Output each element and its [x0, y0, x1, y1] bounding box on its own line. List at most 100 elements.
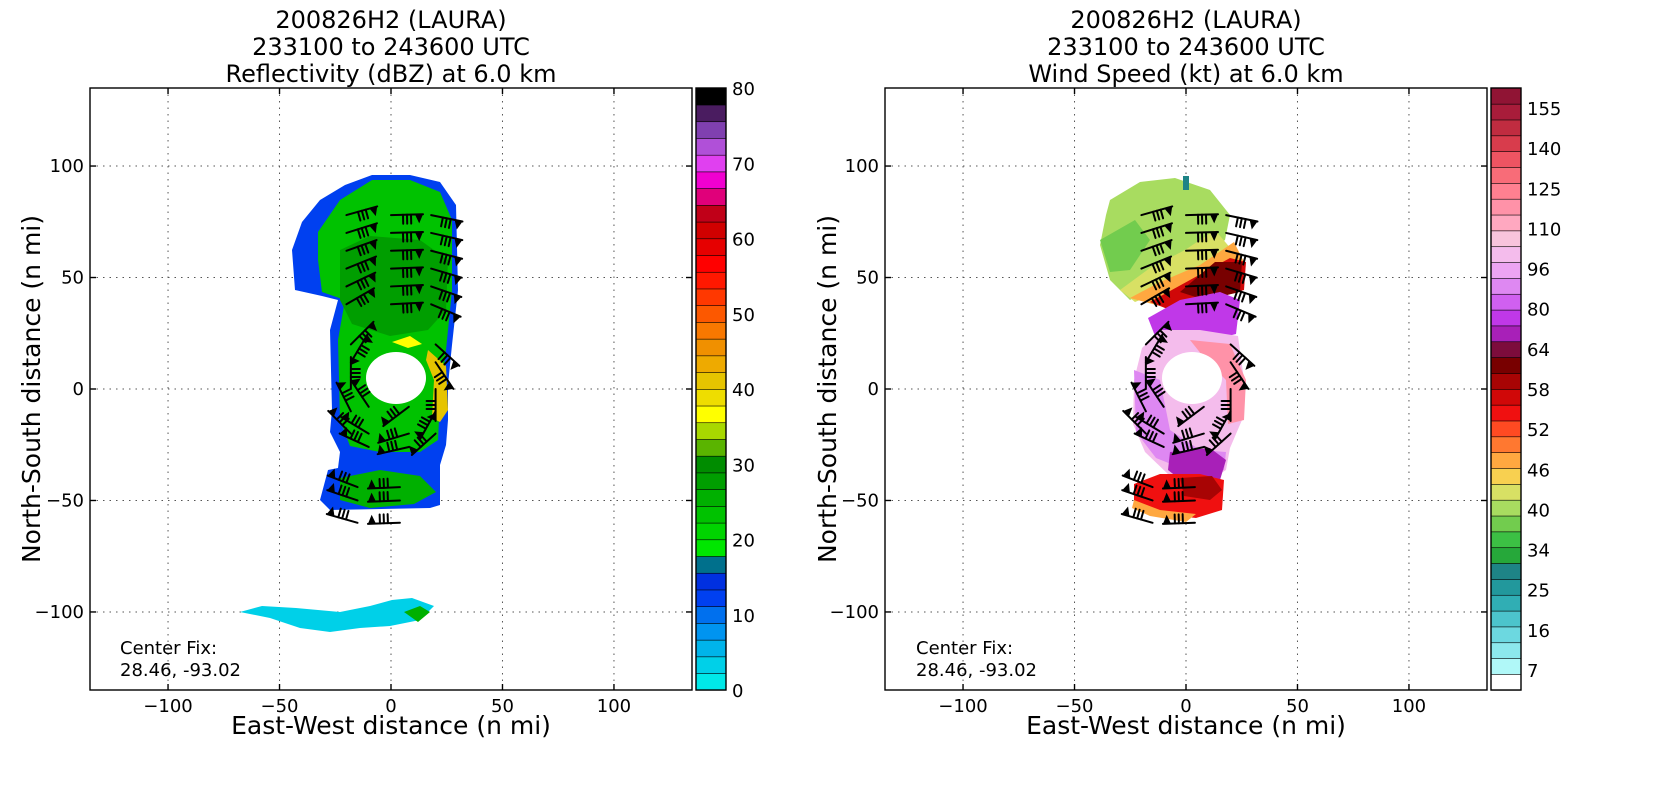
windspeed-wind-barb-feather — [1148, 431, 1154, 442]
windspeed-colorbar-swatch — [1490, 309, 1522, 327]
windspeed-colorbar-swatch — [1490, 420, 1522, 438]
reflectivity-wind-barb-feather — [437, 307, 444, 319]
reflectivity-colorbar-swatch — [695, 656, 727, 674]
reflectivity-wind-barb-feather — [341, 485, 347, 497]
windspeed-x-tick-label: −50 — [1056, 696, 1094, 717]
windspeed-wind-barb-feather — [1136, 485, 1142, 497]
windspeed-colorbar-swatch — [1490, 610, 1522, 628]
reflectivity-wind-barb-feather — [356, 210, 362, 222]
windspeed-wind-barb-pennant — [1136, 411, 1145, 422]
reflectivity-wind-barb-feather — [363, 276, 370, 287]
reflectivity-field — [240, 175, 458, 632]
windspeed-colorbar-swatch — [1490, 214, 1522, 232]
windspeed-wind-barb-feather — [1132, 470, 1139, 481]
windspeed-wind-barb-feather — [1151, 432, 1158, 443]
windspeed-y-tick-label: 50 — [856, 268, 879, 289]
windspeed-x-tick-label: 0 — [1180, 696, 1191, 717]
reflectivity-y-tick-label: 50 — [61, 268, 84, 289]
reflectivity-wind-barb-feather — [439, 271, 444, 282]
reflectivity-colorbar-tick-label: 10 — [732, 606, 755, 627]
reflectivity-colorbar-swatch — [695, 254, 727, 273]
windspeed-wind-barb-pennant — [1209, 249, 1218, 259]
reflectivity-wind-barb-feather — [350, 414, 358, 425]
reflectivity-title-line1: 200826H2 (LAURA) — [275, 6, 506, 34]
reflectivity-wind-barb-pennant — [367, 288, 376, 299]
reflectivity-wind-barb-pennant — [408, 445, 418, 455]
reflectivity-wind-barb-pennant — [454, 219, 463, 230]
reflectivity-grid — [90, 88, 692, 690]
windspeed-wind-barb-feather — [1234, 271, 1239, 282]
reflectivity-wind-barb-pennant — [367, 479, 376, 489]
windspeed-wind-barb-feather — [1208, 439, 1217, 448]
reflectivity-wind-barb-feather — [443, 253, 448, 265]
windspeed-region-north-teal — [1183, 176, 1189, 190]
reflectivity-wind-barbs — [325, 205, 464, 525]
reflectivity-x-tick-label: −50 — [261, 696, 299, 717]
windspeed-wind-barb-feather — [1189, 439, 1194, 451]
reflectivity-colorbar-swatch — [695, 371, 727, 390]
windspeed-wind-barb-feather — [1153, 387, 1164, 395]
windspeed-wind-barb-feather — [1145, 414, 1153, 425]
windspeed-colorbar-swatch — [1490, 515, 1522, 533]
windspeed-wind-barb-feather — [1153, 347, 1163, 355]
reflectivity-wind-barb-feather — [337, 470, 344, 481]
reflectivity-wind-barb-feather — [345, 487, 351, 498]
windspeed-colorbar-swatch — [1490, 594, 1522, 612]
windspeed-wind-barb-feather — [1144, 429, 1151, 440]
windspeed-wind-barb-feather — [1213, 419, 1224, 427]
windspeed-wind-barb-feather — [1132, 484, 1138, 496]
windspeed-wind-barb-feather — [1155, 209, 1161, 221]
reflectivity-wind-barb-feather — [443, 217, 448, 229]
reflectivity-colorbar-swatch — [695, 338, 727, 357]
windspeed-colorbar-tick-label: 140 — [1527, 139, 1561, 160]
windspeed-wind-barb-feather — [1241, 292, 1247, 303]
windspeed-colorbar-tick-label: 64 — [1527, 340, 1550, 361]
reflectivity-wind-barb-feather — [356, 228, 362, 239]
windspeed-wind-barb-pennant — [1123, 407, 1133, 417]
windspeed-colorbar-swatch — [1490, 230, 1522, 248]
windspeed-y-tick-label: −100 — [830, 602, 879, 623]
windspeed-wind-barb-feather — [1184, 408, 1193, 418]
reflectivity-wind-barb-feather — [440, 216, 444, 228]
windspeed-wind-barb-pennant — [1249, 256, 1258, 267]
reflectivity-wind-barb-feather — [446, 273, 452, 284]
reflectivity-center-fix-label: Center Fix: — [120, 638, 217, 659]
reflectivity-colorbar-swatch — [695, 539, 727, 557]
reflectivity-wind-barb-feather — [442, 290, 448, 302]
reflectivity-wind-barb-feather — [360, 227, 366, 238]
windspeed-wind-barb-pennant — [1163, 256, 1172, 267]
reflectivity-wind-barb-pennant — [326, 506, 335, 517]
windspeed-wind-barb-feather — [1154, 295, 1161, 306]
windspeed-wind-barb-pennant — [1164, 240, 1172, 250]
reflectivity-colorbar-frame — [695, 87, 727, 691]
windspeed-wind-barb-feather — [1152, 418, 1160, 429]
reflectivity-wind-barb-feather — [360, 244, 366, 255]
reflectivity-wind-barb-pennant — [367, 492, 376, 502]
reflectivity-wind-barb-feather — [435, 374, 446, 382]
reflectivity-colorbar-swatch — [695, 154, 727, 173]
windspeed-colorbar-tick-label: 46 — [1527, 460, 1550, 481]
windspeed-center-fix-value: 28.46, -93.02 — [916, 660, 1037, 681]
reflectivity-wind-barb-feather — [364, 208, 370, 220]
reflectivity-wind-barb-feather — [355, 297, 363, 308]
windspeed-wind-barb-feather — [1181, 429, 1186, 441]
reflectivity-wind-barb-feather — [349, 429, 356, 440]
reflectivity-eye — [366, 352, 426, 404]
windspeed-colorbar-swatch — [1490, 357, 1522, 374]
reflectivity-wind-barb-feather — [439, 252, 444, 264]
reflectivity-wind-barb-pennant — [368, 272, 376, 283]
reflectivity-wind-barb-pennant — [327, 468, 336, 479]
windspeed-colorbar-swatch — [1490, 103, 1522, 121]
reflectivity-colorbar-swatch — [695, 221, 727, 240]
windspeed-wind-barb-pennant — [1134, 427, 1143, 437]
reflectivity-wind-barb-pennant — [454, 238, 463, 248]
reflectivity-wind-barb-feather — [389, 428, 395, 440]
windspeed-colorbar-tick-label: 16 — [1527, 621, 1550, 642]
reflectivity-wind-barb-feather — [340, 388, 351, 395]
windspeed-colorbar-tick-label: 125 — [1527, 179, 1561, 200]
windspeed-wind-barb-feather — [1181, 441, 1186, 453]
windspeed-colorbar-swatch — [1490, 578, 1522, 596]
reflectivity-wind-barb-feather — [417, 423, 427, 430]
windspeed-colorbar-tick-label: 58 — [1527, 380, 1550, 401]
